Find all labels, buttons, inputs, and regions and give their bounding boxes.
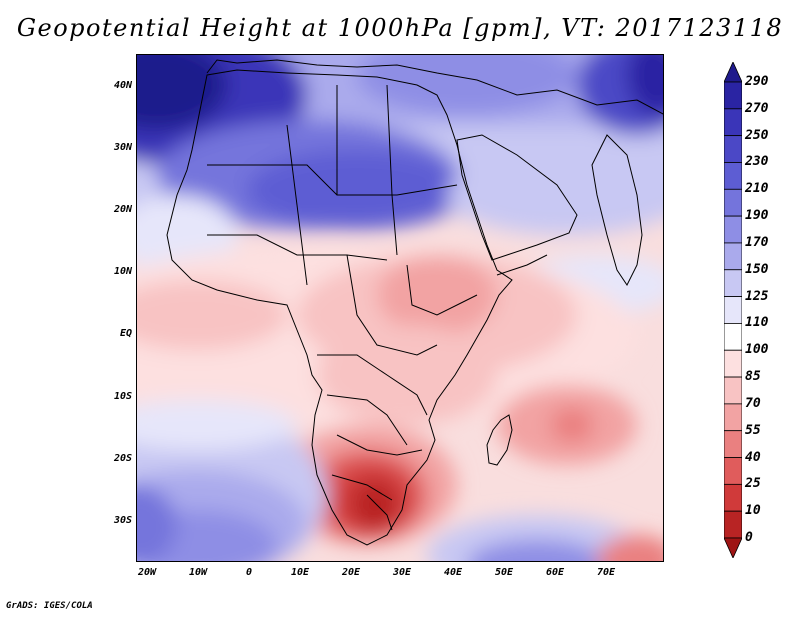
colorbar-label: 40 [745, 449, 761, 465]
colorbar [724, 62, 742, 558]
colorbar-label: 210 [745, 181, 769, 197]
coastlines [166, 59, 663, 546]
y-label-20n: 20N [113, 204, 132, 215]
x-label-40e: 40E [443, 567, 463, 578]
y-label-30n: 30N [113, 142, 132, 153]
colorbar-segment [724, 403, 742, 432]
colorbar-label: 70 [745, 395, 761, 411]
field-blobs [137, 55, 663, 561]
geopotential-height-map [137, 55, 663, 561]
colorbar-segment [724, 135, 742, 163]
colorbar-label: 125 [745, 288, 769, 304]
colorbar-segment [724, 188, 742, 217]
colorbar-segment [724, 296, 742, 324]
colorbar-segment [724, 430, 742, 458]
colorbar-label: 25 [745, 476, 761, 492]
colorbar-label: 270 [745, 100, 769, 116]
colorbar-label: 250 [745, 127, 769, 143]
colorbar-segment [724, 323, 742, 351]
colorbar-label: 55 [745, 422, 761, 438]
colorbar-label: 100 [745, 342, 769, 358]
colorbar-segment [724, 510, 742, 539]
colorbar-label: 230 [745, 154, 769, 170]
y-label-10n: 10N [113, 266, 132, 277]
colorbar-segment [724, 215, 742, 244]
x-label-30e: 30E [392, 567, 412, 578]
colorbar-label: 85 [745, 369, 761, 385]
y-label-40n: 40N [113, 80, 132, 91]
x-label-0: 0 [245, 567, 253, 578]
colorbar-segment [724, 457, 742, 485]
x-label-70e: 70E [596, 567, 616, 578]
x-label-60e: 60E [545, 567, 565, 578]
x-label-20w: 20W [137, 567, 157, 578]
colorbar-segment [724, 483, 742, 512]
y-label-eq: EQ [119, 328, 132, 339]
map-panel [136, 54, 664, 562]
colorbar-top-cap [724, 62, 742, 83]
colorbar-label: 290 [745, 74, 769, 89]
y-label-10s: 10S [113, 391, 132, 402]
colorbar-segment [724, 349, 742, 378]
colorbar-bottom-cap [724, 537, 742, 558]
colorbar-label: 110 [745, 315, 769, 331]
colorbar-segment [724, 162, 742, 190]
colorbar-segment [724, 242, 742, 271]
colorbar-segment [724, 376, 742, 405]
colorbar-label: 10 [745, 503, 761, 519]
colorbar-segment [724, 269, 742, 297]
colorbar-label: 170 [745, 234, 769, 250]
x-label-20e: 20E [341, 567, 361, 578]
chart-title: Geopotential Height at 1000hPa [gpm], VT… [16, 14, 784, 42]
y-label-30s: 30S [113, 515, 132, 526]
x-label-10e: 10E [290, 567, 310, 578]
footer-credit: GrADS: IGES/COLA [6, 601, 93, 611]
colorbar-label: 190 [745, 208, 769, 224]
x-label-50e: 50E [494, 567, 514, 578]
y-label-20s: 20S [113, 453, 132, 464]
colorbar-label: 150 [745, 261, 769, 277]
colorbar-segment [724, 81, 742, 110]
x-label-10w: 10W [188, 567, 208, 578]
colorbar-label: 0 [745, 530, 753, 545]
colorbar-segment [724, 108, 742, 137]
